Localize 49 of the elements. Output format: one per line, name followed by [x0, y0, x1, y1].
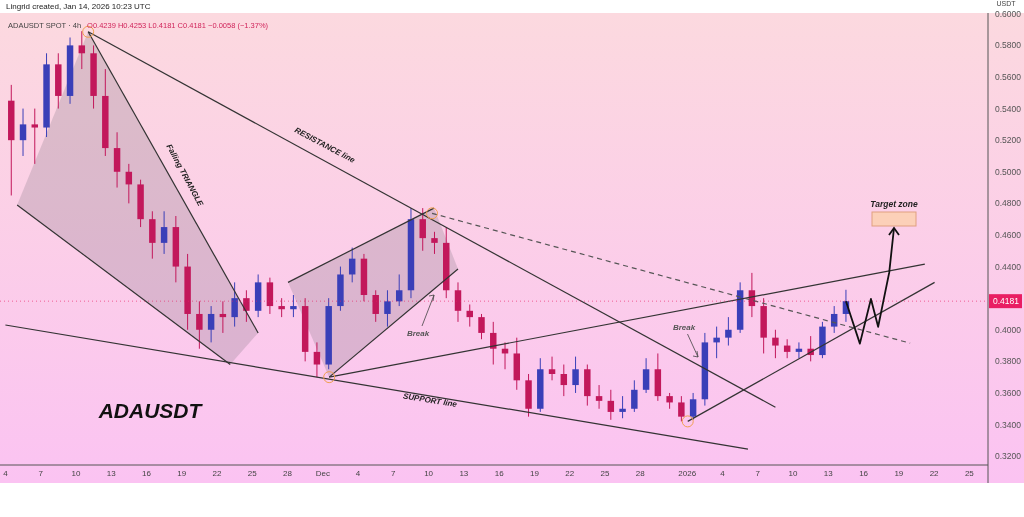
x-tick-label: 13	[823, 469, 834, 478]
x-tick-label: 4	[3, 469, 9, 478]
annotation: SUPPORT line	[402, 391, 459, 410]
x-tick-label: 22	[929, 469, 940, 478]
y-tick-label: 0.3400	[995, 419, 1022, 430]
annotation: Break	[672, 322, 696, 332]
y-tick-label: 0.4600	[995, 229, 1022, 240]
y-tick-label: 0.4400	[995, 261, 1022, 272]
x-tick-label: 28	[283, 469, 293, 478]
y-tick-label: 0.4800	[995, 198, 1022, 209]
annotation: ADAUSDT	[97, 399, 204, 422]
x-tick-label: 7	[38, 469, 44, 478]
x-tick-label: 22	[212, 469, 222, 478]
y-tick-label: 0.5600	[995, 71, 1022, 82]
x-tick-label: 10	[788, 469, 799, 478]
y-tick-label: 0.6000	[995, 8, 1022, 19]
x-tick-label: 4	[720, 469, 726, 478]
x-tick-label: 16	[859, 469, 869, 478]
y-tick-label: 0.5800	[995, 40, 1022, 51]
x-tick-label: 13	[106, 469, 117, 478]
x-tick-label: 28	[635, 469, 646, 478]
x-tick-label: Dec	[315, 469, 330, 478]
y-tick-label: 0.5200	[995, 135, 1022, 146]
y-tick-label: 0.3200	[995, 451, 1022, 462]
x-tick-label: 25	[247, 469, 258, 478]
x-tick-label: 13	[459, 469, 469, 478]
x-tick-label: 4	[355, 469, 361, 478]
x-tick-label: 10	[424, 469, 434, 478]
y-tick-label: 0.5000	[995, 166, 1022, 177]
x-tick-label: 19	[177, 469, 187, 478]
x-tick-label: 16	[142, 469, 152, 478]
ref-line-label: 0.4181	[993, 296, 1020, 307]
x-tick-label: 19	[529, 469, 540, 478]
x-tick-label: 16	[494, 469, 505, 478]
annotation: Break	[406, 328, 430, 338]
x-tick-label: 22	[565, 469, 575, 478]
x-tick-label: 7	[391, 469, 397, 478]
text: Lingrid created, Jan 14, 2026 10:23 UTC	[6, 2, 151, 11]
annotation: Target zone	[870, 198, 918, 209]
x-tick-label: 10	[71, 469, 81, 478]
x-tick-label: 19	[894, 469, 904, 478]
y-tick-label: 0.5400	[995, 103, 1022, 114]
y-tick-label: 0.3600	[995, 387, 1022, 398]
x-tick-label: 2026	[678, 469, 697, 478]
x-tick-label: 25	[964, 469, 975, 478]
y-tick-label: 0.3800	[995, 356, 1022, 367]
y-tick-label: 0.4000	[995, 324, 1022, 335]
x-tick-label: 25	[600, 469, 610, 478]
x-tick-label: 7	[755, 469, 761, 478]
